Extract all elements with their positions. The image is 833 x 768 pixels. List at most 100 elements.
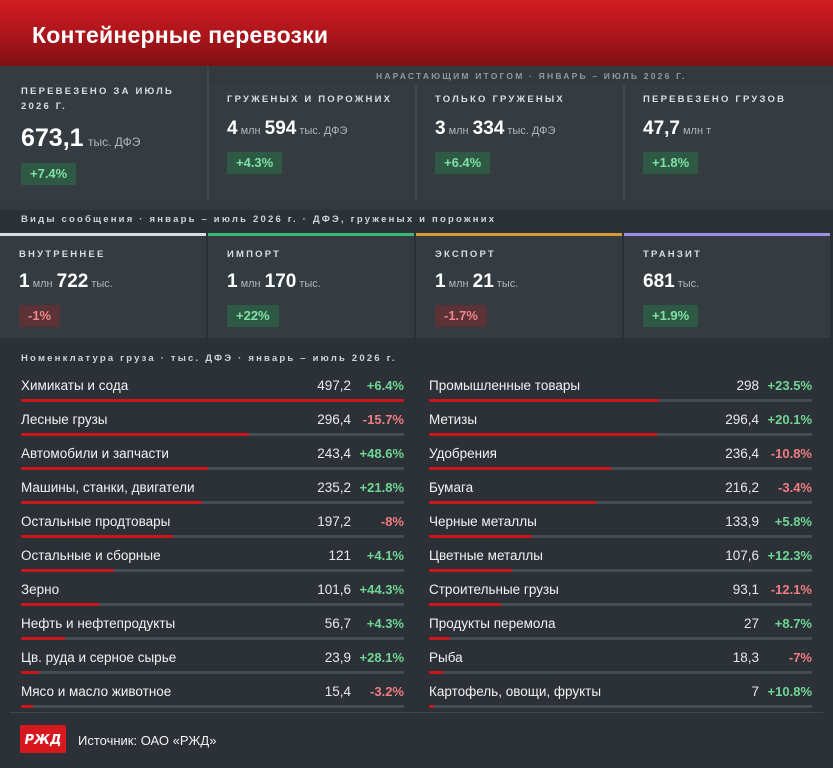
cargo-bar-track	[21, 501, 404, 504]
cargo-change: -12.1%	[770, 582, 812, 597]
traffic-card-value-a: 1	[435, 271, 446, 292]
cumulative-card-change: +1.8%	[643, 152, 699, 174]
cargo-bar-track	[429, 637, 812, 640]
cumulative-card: Только груженых 3 млн 334 тыс. ДФЭ +6.4%	[417, 84, 623, 201]
cumulative-card-value-b: 594	[264, 118, 297, 139]
cargo-bar	[429, 433, 657, 436]
cargo-name: Удобрения	[429, 446, 497, 461]
cargo-name: Мясо и масло животное	[21, 684, 172, 699]
cumulative-card-value-unit-b: тыс. ДФЭ	[507, 125, 556, 137]
cargo-bar-track	[429, 399, 812, 402]
cumulative-card-label: Только груженых	[435, 94, 565, 105]
july-value-number: 673,1	[21, 124, 84, 152]
traffic-card-accent	[416, 233, 622, 236]
traffic-card-value-unit-a: тыс.	[677, 278, 700, 290]
cargo-row: Промышленные товары 298 +23.5%	[429, 374, 812, 408]
cumulative-card-label: Перевезено грузов	[643, 94, 787, 105]
page-title: Контейнерные перевозки	[32, 22, 329, 48]
cargo-bar-track	[429, 705, 812, 708]
cargo-bar-track	[21, 671, 404, 674]
cargo-row: Химикаты и сода 497,2 +6.4%	[21, 374, 404, 408]
july-label: Перевезено за июль 2026 г.	[21, 86, 175, 112]
cargo-bar-track	[21, 705, 404, 708]
cargo-row: Цветные металлы 107,6 +12.3%	[429, 544, 812, 578]
cargo-name: Лесные грузы	[21, 412, 108, 427]
cargo-bar	[21, 467, 208, 470]
cargo-change: -3.2%	[370, 684, 404, 699]
cumulative-card-value-unit-b: тыс. ДФЭ	[299, 125, 348, 137]
cargo-change: +44.3%	[359, 582, 404, 597]
cargo-bar-track	[21, 433, 404, 436]
traffic-card-value-unit-b: тыс.	[299, 278, 321, 290]
cargo-value: 235,2	[317, 480, 351, 495]
cargo-name: Метизы	[429, 412, 478, 427]
cargo-bar	[21, 603, 99, 606]
cargo-bar	[429, 569, 512, 572]
cargo-value: 497,2	[317, 378, 351, 393]
cargo-name: Строительные грузы	[429, 582, 559, 597]
cargo-row: Бумага 216,2 -3.4%	[429, 476, 812, 510]
cargo-bar	[429, 399, 659, 402]
cargo-row: Лесные грузы 296,4 -15.7%	[21, 408, 404, 442]
cargo-value: 296,4	[725, 412, 759, 427]
cargo-name: Цветные металлы	[429, 548, 544, 563]
cargo-row: Автомобили и запчасти 243,4 +48.6%	[21, 442, 404, 476]
cargo-name: Автомобили и запчасти	[21, 446, 169, 461]
cargo-bar-track	[429, 671, 812, 674]
cargo-value: 107,6	[725, 548, 759, 563]
cargo-bar-track	[21, 569, 404, 572]
cargo-row: Остальные и сборные 121 +4.1%	[21, 544, 404, 578]
cargo-change: -10.8%	[770, 446, 812, 461]
cargo-bar	[21, 671, 39, 674]
traffic-card-label: Внутреннее	[19, 249, 106, 260]
traffic-card-accent	[0, 233, 206, 236]
cargo-bar-track	[429, 535, 812, 538]
cargo-bar	[21, 637, 65, 640]
traffic-card: Внутреннее 1 млн 722 тыс. -1%	[0, 233, 206, 338]
cargo-change: -15.7%	[362, 412, 404, 427]
cumulative-card-change: +6.4%	[435, 152, 491, 174]
cumulative-card-value-unit-a: млн	[240, 125, 261, 137]
cargo-bar	[21, 705, 33, 708]
july-change-badge: +7.4%	[21, 163, 77, 185]
traffic-card-value: 1 млн 722 тыс.	[19, 271, 113, 293]
card-divider	[415, 84, 417, 201]
cargo-row: Рыба 18,3 -7%	[429, 646, 812, 680]
traffic-card: Транзит 681 тыс. +1.9%	[624, 233, 830, 338]
traffic-card-accent	[624, 233, 830, 236]
cargo-name: Картофель, овощи, фрукты	[429, 684, 602, 699]
cargo-bar-track	[21, 535, 404, 538]
cumulative-card-value: 3 млн 334 тыс. ДФЭ	[435, 118, 555, 140]
cargo-row: Зерно 101,6 +44.3%	[21, 578, 404, 612]
cargo-value: 236,4	[725, 446, 759, 461]
cargo-change: +21.8%	[359, 480, 404, 495]
cargo-row: Картофель, овощи, фрукты 7 +10.8%	[429, 680, 812, 714]
july-card: Перевезено за июль 2026 г. 673,1 тыс. ДФ…	[0, 66, 207, 201]
cargo-change: +8.7%	[774, 616, 812, 631]
svg-text:РЖД: РЖД	[24, 733, 61, 748]
cargo-name: Черные металлы	[429, 514, 537, 529]
cumulative-label: Нарастающим итогом · январь – июль 2026 …	[376, 71, 687, 81]
cargo-change: +6.4%	[366, 378, 404, 393]
cargo-name: Машины, станки, двигатели	[21, 480, 195, 495]
cargo-value: 197,2	[317, 514, 351, 529]
cargo-value: 216,2	[725, 480, 759, 495]
cargo-bar	[21, 433, 249, 436]
cargo-row: Цв. руда и серное сырье 23,9 +28.1%	[21, 646, 404, 680]
traffic-card-value-b: 21	[472, 271, 494, 292]
cargo-bar	[429, 535, 532, 538]
cargo-row: Нефть и нефтепродукты 56,7 +4.3%	[21, 612, 404, 646]
traffic-card-change: +22%	[227, 305, 279, 327]
traffic-card-value-a: 681	[643, 271, 675, 292]
cargo-change: +23.5%	[767, 378, 812, 393]
traffic-card-change: -1%	[19, 305, 61, 327]
cargo-bar	[429, 705, 434, 708]
cargo-bar-track	[429, 569, 812, 572]
cargo-bar	[429, 603, 501, 606]
cumulative-card-value: 47,7 млн т	[643, 118, 715, 140]
cargo-bar	[429, 501, 596, 504]
traffic-section-title: Виды сообщения · январь – июль 2026 г. ·…	[21, 214, 497, 225]
cargo-value: 133,9	[725, 514, 759, 529]
cargo-change: +5.8%	[774, 514, 812, 529]
cargo-value: 18,3	[732, 650, 759, 665]
